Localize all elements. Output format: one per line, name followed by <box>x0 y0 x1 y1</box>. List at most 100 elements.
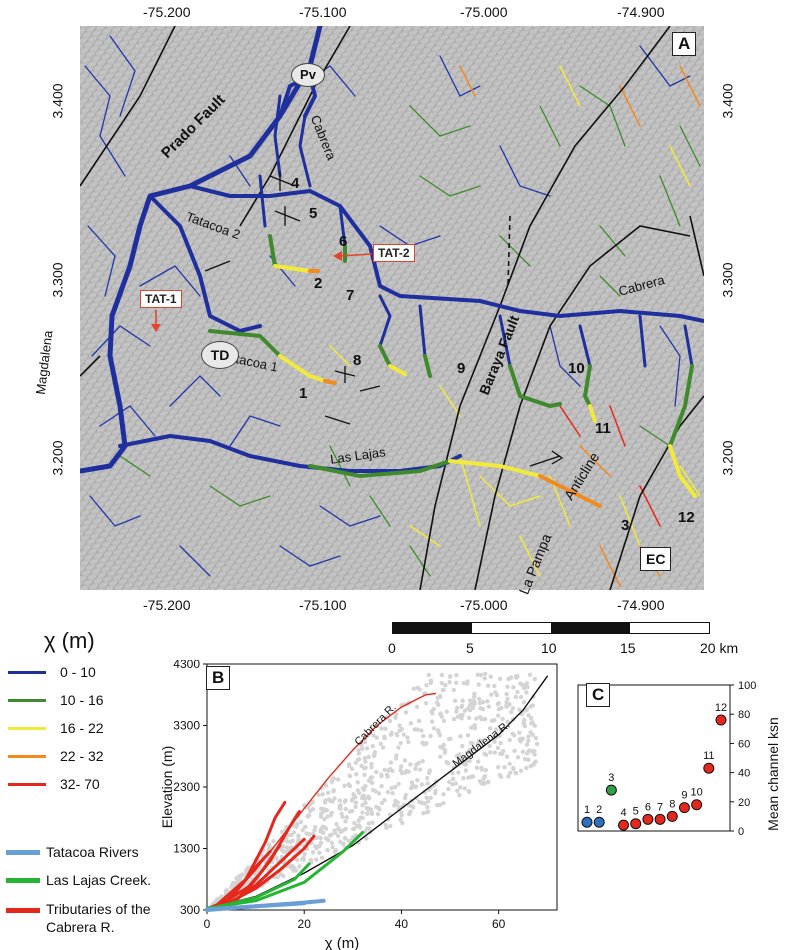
profile-cloud-point <box>521 685 527 691</box>
chi-swatch-5 <box>8 782 46 786</box>
series-line-11 <box>205 901 307 912</box>
profile-cloud-point <box>532 676 538 682</box>
profile-cloud-point <box>446 786 451 792</box>
profile-cloud-point <box>320 824 325 829</box>
profile-cloud-point <box>398 817 403 823</box>
profile-cloud-point <box>431 726 437 731</box>
ksn-point-label-9: 9 <box>681 790 687 802</box>
profile-cloud-point <box>508 770 513 775</box>
profile-cloud-point <box>384 825 389 830</box>
profile-cloud-point <box>295 821 300 827</box>
profile-cloud-point <box>485 699 490 704</box>
profile-cloud-point <box>441 718 447 723</box>
profile-cloud-point <box>396 781 401 787</box>
chi-swatch-2 <box>8 698 46 702</box>
profile-cloud-point <box>425 775 430 781</box>
profile-cloud-point <box>504 702 509 707</box>
profile-cloud-point <box>442 750 448 755</box>
profile-cloud-point <box>469 725 474 730</box>
profile-cloud-point <box>365 811 370 816</box>
chi-legend-label-1: 0 - 10 <box>60 664 96 680</box>
profile-cloud-point <box>370 820 375 825</box>
profile-cloud-point <box>488 750 493 755</box>
profile-cloud-point <box>392 802 398 807</box>
profile-cloud-point <box>304 831 309 836</box>
map-frame <box>80 26 704 590</box>
profile-cloud-point <box>402 758 408 763</box>
panel-b-letter: B <box>206 666 231 690</box>
profile-cloud-point <box>506 676 511 682</box>
profile-cloud-point <box>352 820 357 826</box>
profile-cloud-point <box>386 768 391 773</box>
profile-cloud-point <box>417 767 423 772</box>
profile-cloud-point <box>419 782 425 787</box>
tat1-callout: TAT-1 <box>140 290 182 308</box>
panel-b-chart: 0 20 40 60 300 1300 2300 3300 4300 χ (m) Elevation… <box>159 660 558 950</box>
profile-cloud-point <box>353 800 359 805</box>
profile-cloud-point <box>223 888 229 894</box>
profile-cloud-point <box>424 795 429 800</box>
profile-cloud-point <box>318 814 324 819</box>
group-legend-row-1: Tatacoa Rivers <box>6 844 139 860</box>
profile-cloud-point <box>459 716 464 721</box>
group-legend-row-3: Tributaries of the Cabrera R. <box>6 900 156 936</box>
profile-cloud-point <box>474 765 480 770</box>
profile-cloud-point <box>435 728 441 733</box>
profile-cloud-point <box>409 780 415 785</box>
profile-cloud-point <box>296 836 301 842</box>
profile-cloud-point <box>354 771 359 777</box>
profile-cloud-point <box>349 798 355 803</box>
profile-cloud-point <box>526 713 531 718</box>
profile-cloud-point <box>478 705 483 711</box>
profile-cloud-point <box>512 748 517 753</box>
series-label: Magdalena R. <box>451 719 513 770</box>
profile-cloud-point <box>403 792 408 798</box>
profile-cloud-point <box>326 838 331 843</box>
profile-cloud-point <box>389 785 394 791</box>
x-tick-label: 40 <box>395 917 409 931</box>
profile-cloud-point <box>467 789 472 795</box>
panel-c-letter: C <box>586 683 611 707</box>
ec-box: EC <box>640 547 672 571</box>
ksn-point-6 <box>642 813 654 825</box>
profile-cloud-point <box>300 856 305 862</box>
profile-cloud-point <box>505 719 510 724</box>
profile-cloud-point <box>515 689 520 695</box>
profile-cloud-point <box>369 765 374 770</box>
profile-cloud-point <box>441 800 446 806</box>
profile-cloud-point <box>334 821 339 827</box>
group-swatch-cabrera <box>6 908 40 913</box>
c-y-tick-label: 60 <box>738 738 750 750</box>
profile-cloud-point <box>379 726 384 731</box>
profile-cloud-point <box>343 819 348 824</box>
profile-cloud-point <box>358 815 363 820</box>
profile-cloud-point <box>312 828 317 833</box>
profile-cloud-point <box>438 694 443 700</box>
basin-number-12: 12 <box>678 509 695 526</box>
profile-cloud-point <box>450 771 455 776</box>
x-tick-label: 60 <box>492 917 506 931</box>
profile-cloud-point <box>325 790 331 796</box>
profile-cloud-point <box>518 681 523 686</box>
profile-cloud-point <box>388 760 394 765</box>
profile-cloud-point <box>347 809 353 814</box>
profile-cloud-point <box>342 835 348 841</box>
profile-cloud-point <box>458 734 463 739</box>
profile-cloud-point <box>492 750 498 755</box>
profile-cloud-point <box>438 754 443 759</box>
c-y-tick-label: 80 <box>738 709 750 721</box>
profile-cloud-point <box>382 767 387 772</box>
profile-cloud-point <box>364 836 369 841</box>
profile-cloud-point <box>342 783 347 789</box>
profile-cloud-point <box>474 716 479 721</box>
profile-cloud-point <box>405 735 410 740</box>
chi-swatch-3 <box>8 726 46 730</box>
profile-cloud-point <box>403 710 409 715</box>
profile-cloud-point <box>459 755 464 760</box>
profile-cloud-point <box>441 687 446 693</box>
ksn-point-label-5: 5 <box>633 806 639 818</box>
profile-cloud-point <box>332 828 337 833</box>
c-y-tick-label: 100 <box>738 680 756 692</box>
profile-cloud-point <box>530 732 535 738</box>
basin-number-7: 7 <box>346 287 355 304</box>
